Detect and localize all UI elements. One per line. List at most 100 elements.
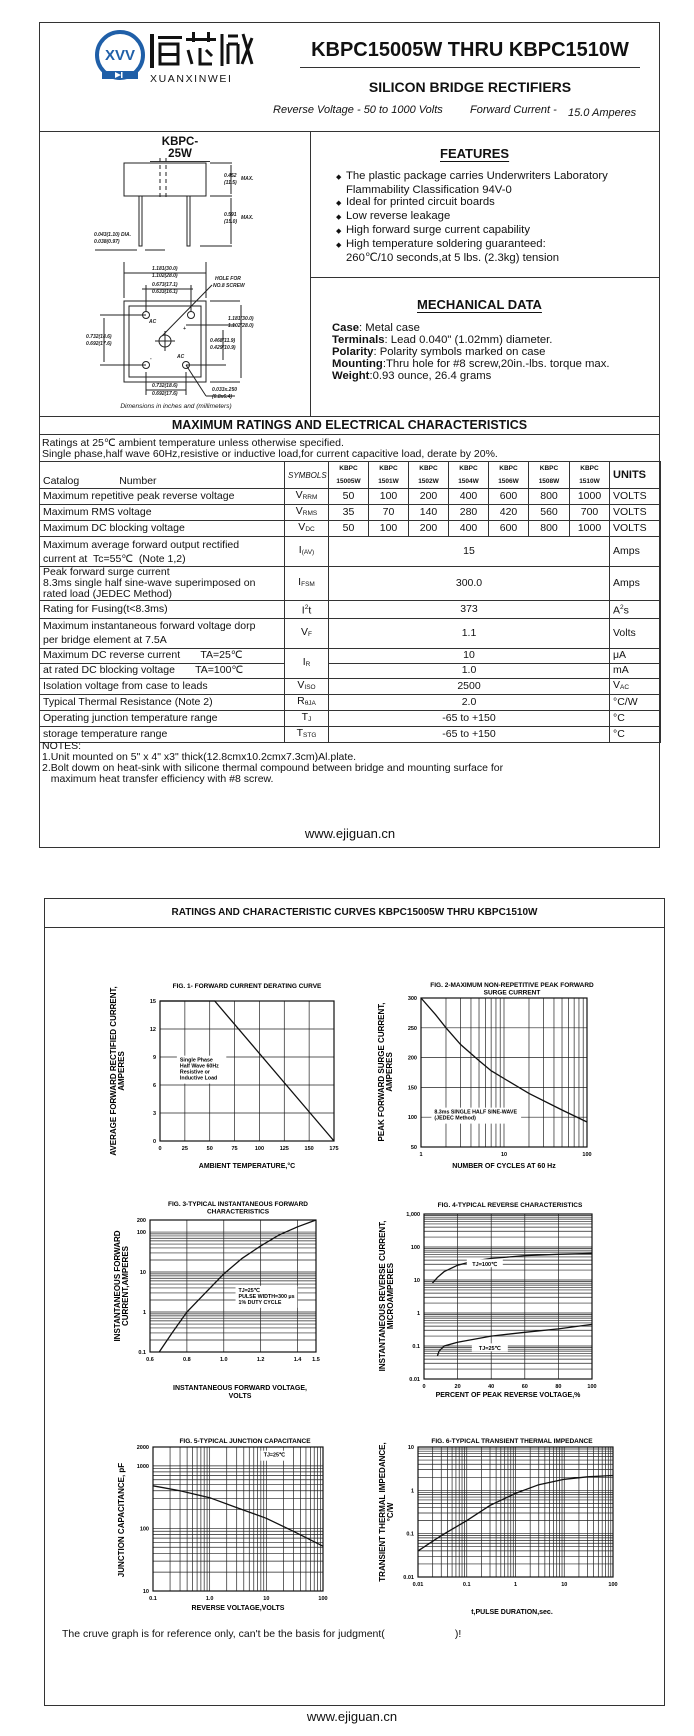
bullet-icon: ◆ xyxy=(336,214,342,221)
y-tick-label: 300 xyxy=(408,996,417,1002)
bullet-icon: ◆ xyxy=(336,228,342,235)
x-tick-label: 125 xyxy=(280,1146,289,1152)
symbol-main: μA xyxy=(613,649,627,661)
symbol-main: Amps xyxy=(613,545,640,557)
description-line: Peak forward surge current xyxy=(43,566,170,578)
chart-title: FIG. 4-TYPICAL REVERSE CHARACTERISTICS xyxy=(438,1202,583,1209)
chart-title: CHARACTERISTICS xyxy=(207,1209,270,1216)
x-tick-label: 100 xyxy=(255,1146,264,1152)
series-label: TJ=25℃ xyxy=(479,1345,502,1352)
symbol-cell: I(AV) xyxy=(284,536,329,567)
mechanical-value: : Polarity symbols marked on case xyxy=(373,346,546,358)
feature-item: ◆ Ideal for printed circuit boards xyxy=(336,196,608,210)
x-tick-label: 100 xyxy=(608,1582,617,1588)
symbol-main: V xyxy=(613,678,621,691)
gridlines xyxy=(417,1446,614,1578)
part-suffix: 1502W xyxy=(418,478,439,485)
unit-cell: VAC xyxy=(609,677,661,695)
value-cell: 600 xyxy=(488,488,529,505)
value-cell: 300.0 xyxy=(328,566,610,601)
symbol-subscript: θJA xyxy=(304,699,316,707)
mechanical-value: :Thru hole for #8 screw,20in.-lbs. torqu… xyxy=(382,358,610,370)
mechanical-item: Weight:0.93 ounce, 26.4 grams xyxy=(332,370,610,382)
dimensions-caption: Dimensions in inches and (millimeters) xyxy=(120,403,232,410)
description-line: current at Tc=55℃ (Note 1,2) xyxy=(43,552,186,565)
x-tick-label: 0.6 xyxy=(146,1357,154,1363)
website-link[interactable]: www.ejiguan.cn xyxy=(304,826,396,841)
x-tick-label: 100 xyxy=(318,1596,327,1602)
table-row: Peak forward surge current 8.3ms single h… xyxy=(39,566,661,601)
x-tick-label: 0.1 xyxy=(149,1596,157,1602)
symbol-main: I xyxy=(301,604,305,617)
feature-text: High forward surge current capability xyxy=(346,224,530,236)
y-tick-label: 0 xyxy=(153,1139,156,1145)
y-tick-label: 12 xyxy=(150,1027,156,1033)
features-title: FEATURES xyxy=(440,146,510,161)
plot-frame xyxy=(423,1213,593,1380)
curves-title: RATINGS AND CHARACTERISTIC CURVES KBPC15… xyxy=(171,907,538,918)
package-outline-drawing: 0.452(11.5) MAX. 0.591(15.0) MAX. 0.043(1.10… xyxy=(86,158,254,400)
mechanical-data-list: Case: Metal case Terminals: Lead 0.040" (… xyxy=(332,322,610,382)
website-link-page-2[interactable]: www.ejiguan.cn xyxy=(306,1709,398,1724)
dimension-label: 0.692(17.6) xyxy=(86,341,112,347)
chart-title: FIG. 1- FORWARD CURRENT DERATING CURVE xyxy=(173,983,322,990)
part-suffix: 1508W xyxy=(538,478,560,485)
catalog-number-header: Catalog Number xyxy=(39,461,285,489)
x-tick-label: 75 xyxy=(232,1146,238,1152)
x-tick-label: 1.0 xyxy=(220,1357,228,1363)
datasheet-page-1 xyxy=(39,22,660,848)
chart-fig-6: 0.01 0.1 1 10 100 0.01 0.1 1 10 FIG. 6-TYPICAL TR… xyxy=(378,1438,618,1616)
y-tick-label: 3 xyxy=(153,1111,156,1117)
y-tick-label: 1 xyxy=(411,1488,414,1494)
part-suffix: 1506W xyxy=(498,478,519,485)
series-label-background xyxy=(466,1259,503,1268)
y-axis-label: CURRENT,AMPERES xyxy=(121,1245,130,1326)
symbol-main: VOLTS xyxy=(613,506,647,518)
x-tick-label: 1.0 xyxy=(206,1596,214,1602)
ratings-title-divider xyxy=(39,434,660,435)
unit-cell: VOLTS xyxy=(609,504,661,521)
number-label: Number xyxy=(119,475,157,487)
series-label: TJ=100℃ xyxy=(472,1261,498,1268)
symbol-main: I xyxy=(302,655,306,668)
symbol-main: °C/W xyxy=(613,695,638,708)
symbol-cell: IFSM xyxy=(284,566,329,601)
table-row: Maximum instantaneous forward voltage do… xyxy=(39,617,661,649)
series-line xyxy=(152,1485,324,1547)
dimension-label: 0.692(17.6) xyxy=(152,391,178,397)
feature-item: ◆ High temperature soldering guaranteed: 2… xyxy=(336,238,608,264)
document-subtitle: SILICON BRIDGE RECTIFIERS xyxy=(368,79,572,95)
part-suffix: 1501W xyxy=(378,478,399,485)
y-tick-label: 10 xyxy=(143,1589,149,1595)
mechanical-value: : Metal case xyxy=(359,322,420,334)
table-row: Maximum RMS voltage VRMS 35 70 140 280 420 560 7… xyxy=(39,504,661,521)
curves-title-divider xyxy=(44,927,665,928)
y-tick-label: 0.01 xyxy=(409,1377,420,1383)
x-axis-label: AMBIENT TEMPERATURE,°C xyxy=(199,1162,295,1170)
symbol-subscript: RMS xyxy=(302,510,318,517)
symbol-main: V xyxy=(295,489,303,502)
ratings-table: Catalog Number SYMBOLS KBPC 15005W KBPC 1501W K… xyxy=(39,461,661,743)
dimension-label: MAX. xyxy=(241,215,254,221)
description-line: per bridge element at 7.5A xyxy=(43,634,167,646)
y-axis-label: AMPERES xyxy=(117,1051,126,1091)
description-line: Maximum DC reverse current TA=25℃ xyxy=(43,649,243,661)
symbol-main: A xyxy=(613,604,621,617)
symbol-subscript: (AV) xyxy=(301,549,315,556)
dimension-label: 0.043(1.10) DIA. xyxy=(94,232,131,238)
notes-title: NOTES: xyxy=(42,740,82,752)
symbol-main: T xyxy=(301,710,309,723)
value-cell: 280 xyxy=(448,504,489,521)
mechanical-label: Mounting xyxy=(332,358,383,370)
table-header-row: Catalog Number SYMBOLS KBPC 15005W KBPC 1501W K… xyxy=(39,461,661,489)
annotation-background xyxy=(260,1450,286,1461)
feature-item: ◆ High forward surge current capability xyxy=(336,224,608,238)
y-axis-label: INSTANTANEOUS FORWARD xyxy=(113,1230,122,1341)
dimension-label: MAX. xyxy=(241,176,254,182)
series-line xyxy=(417,1474,614,1552)
x-tick-label: 60 xyxy=(522,1384,528,1390)
dimension-label: 0.429(10.9) xyxy=(210,345,236,351)
mechanical-label: Terminals xyxy=(332,334,385,346)
y-tick-label: 15 xyxy=(150,999,156,1005)
